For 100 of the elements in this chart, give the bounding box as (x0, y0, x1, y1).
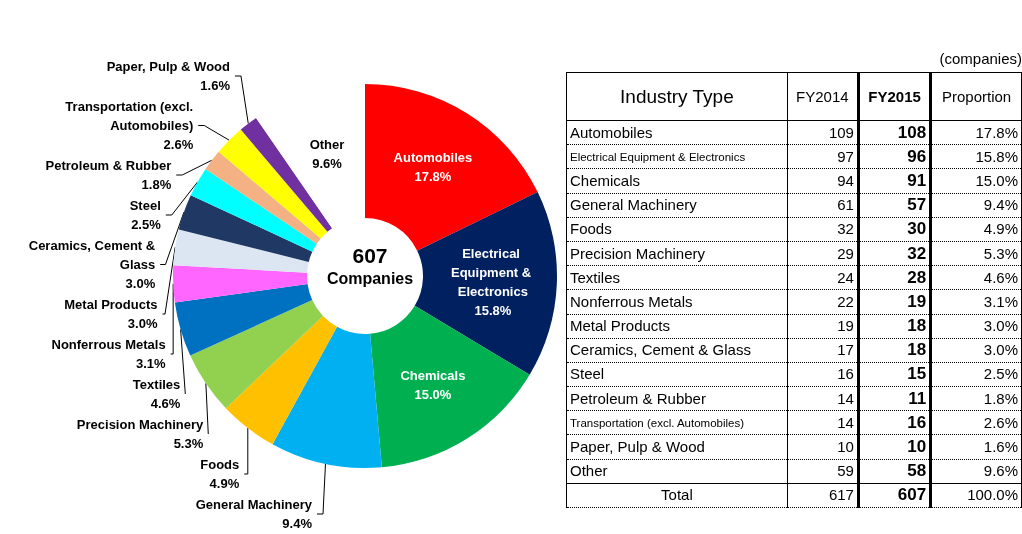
data-label: 16 (858, 410, 931, 435)
data-label: 2.6% (930, 410, 1022, 435)
data-label: 9.4% (930, 193, 1022, 218)
category-label: Metal Products (566, 314, 788, 339)
data-label: 10 (858, 434, 931, 460)
category-label: Paper, Pulp & Wood (566, 434, 788, 460)
text: (companies) (938, 50, 1022, 69)
data-label: 9.6% (312, 155, 343, 171)
data-label: 4.9% (209, 476, 240, 491)
data-label: 59 (787, 459, 859, 484)
data-label: 1.6% (200, 78, 231, 93)
category-label: General Machinery (566, 193, 788, 218)
data-label: 15 (858, 362, 931, 387)
category-label: Nonferrous Metals (566, 289, 788, 314)
data-label: 18 (858, 314, 931, 339)
data-label: 15.0% (930, 168, 1022, 194)
data-label: 1.6% (930, 434, 1022, 460)
category-label: Textiles (566, 265, 788, 290)
data-label: 32 (858, 241, 931, 266)
text: Companies (326, 269, 414, 287)
slice-label: Chemicals (400, 367, 466, 383)
data-label: 3.1% (136, 356, 167, 371)
category-label: Steel (566, 362, 788, 387)
category-label: Petroleum & Rubber (566, 386, 788, 411)
data-label: 3.1% (930, 289, 1022, 314)
category-label: Electrical Equipment & Electronics (566, 144, 788, 169)
data-label: 11 (858, 386, 931, 411)
category-label: Ceramics, Cement & Glass (566, 338, 788, 363)
data-label: 19 (787, 314, 859, 339)
data-label: 2.5% (131, 217, 162, 232)
data-label: 1.8% (141, 177, 172, 192)
slice-label: Precision Machinery (76, 417, 205, 432)
slice-label: Paper, Pulp & Wood (106, 59, 231, 74)
data-label: 96 (858, 144, 931, 169)
data-label: 17 (787, 338, 859, 363)
text: FY2014 (787, 72, 859, 121)
slice-label: Steel (129, 198, 161, 213)
data-label: 109 (787, 120, 859, 145)
category-label: Chemicals (566, 168, 788, 194)
data-label: 2.5% (930, 362, 1022, 387)
data-label: 32 (787, 217, 859, 242)
category-label: Other (566, 459, 788, 484)
slice-label: Foods (200, 457, 240, 472)
slice-label: Automobiles (393, 150, 473, 166)
text: Industry Type (566, 72, 788, 121)
data-label: 61 (787, 193, 859, 218)
slice-label: Transportation (excl. Automobiles) (65, 99, 194, 133)
data-label: 14 (787, 386, 859, 411)
data-label: 14 (787, 410, 859, 435)
data-label: 5.3% (930, 241, 1022, 266)
text: Proportion (930, 72, 1022, 121)
data-label: 28 (858, 265, 931, 290)
data-label: 29 (787, 241, 859, 266)
data-label: 9.6% (930, 459, 1022, 484)
data-label: 100.0% (930, 483, 1022, 508)
data-label: 15.8% (930, 144, 1022, 169)
category-label: Total (566, 483, 788, 508)
data-label: 16 (787, 362, 859, 387)
slice-label: General Machinery (195, 497, 313, 512)
slice-label: Nonferrous Metals (51, 337, 166, 352)
data-label: 15.0% (414, 386, 452, 402)
category-label: Automobiles (566, 120, 788, 145)
text: 607 (352, 244, 388, 267)
data-label: 10 (787, 434, 859, 460)
data-label: 18 (858, 338, 931, 363)
slice-label: Electrical Equipment & Electronics (450, 245, 535, 299)
data-label: 17.8% (414, 169, 452, 185)
data-label: 97 (787, 144, 859, 169)
data-label: 4.6% (930, 265, 1022, 290)
category-label: Foods (566, 217, 788, 242)
data-label: 58 (858, 459, 931, 484)
data-label: 17.8% (930, 120, 1022, 145)
data-label: 22 (787, 289, 859, 314)
data-label: 5.3% (173, 436, 204, 451)
data-label: 617 (787, 483, 859, 508)
category-label: Transportation (excl. Automobiles) (566, 410, 788, 435)
data-label: 3.0% (930, 314, 1022, 339)
data-label: 3.0% (127, 316, 158, 331)
data-label: 607 (858, 483, 931, 508)
data-label: 1.8% (930, 386, 1022, 411)
slice-label: Metal Products (64, 297, 158, 312)
data-label: 3.0% (125, 276, 156, 291)
data-label: 4.9% (930, 217, 1022, 242)
data-label: 2.6% (163, 137, 194, 152)
data-label: 3.0% (930, 338, 1022, 363)
data-label: 30 (858, 217, 931, 242)
slice-label: Other (309, 136, 345, 152)
data-label: 4.6% (150, 396, 181, 411)
data-label: 108 (858, 120, 931, 145)
slice-label: Ceramics, Cement & Glass (28, 238, 156, 272)
slice-label: Textiles (132, 377, 181, 392)
data-label: 19 (858, 289, 931, 314)
data-label: 15.8% (474, 302, 512, 318)
data-label: 57 (858, 193, 931, 218)
text: FY2015 (858, 72, 931, 121)
slice-label: Petroleum & Rubber (45, 158, 172, 173)
data-label: 24 (787, 265, 859, 290)
data-label: 94 (787, 168, 859, 194)
data-label: 9.4% (282, 516, 313, 531)
category-label: Precision Machinery (566, 241, 788, 266)
